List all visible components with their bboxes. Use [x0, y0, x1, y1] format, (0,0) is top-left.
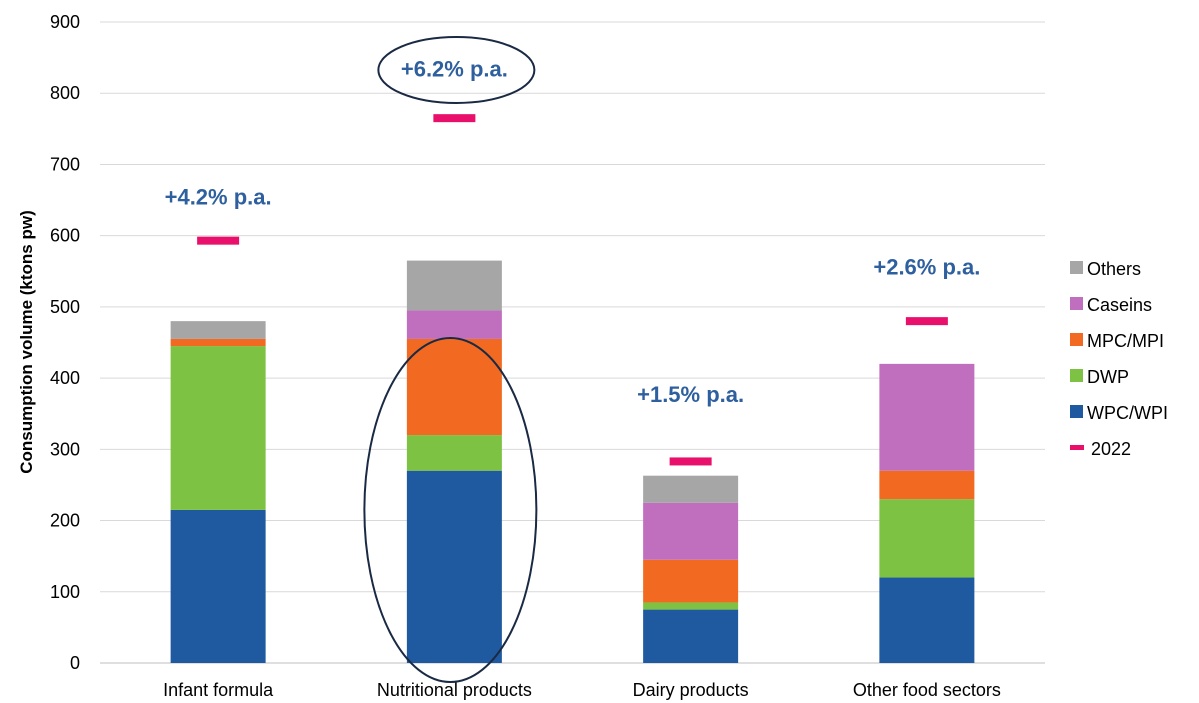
highlight-ellipse-growth	[377, 36, 536, 104]
legend-label-dwp: DWP	[1087, 367, 1129, 387]
bar-wpc-wpi-other-food-sectors	[879, 577, 975, 663]
legend-label-2022: 2022	[1091, 439, 1131, 459]
legend-swatch-mpc-mpi	[1070, 333, 1083, 346]
y-tick-label: 100	[50, 582, 80, 602]
growth-label-dairy-products: +1.5% p.a.	[637, 382, 744, 407]
bar-dwp-infant-formula	[170, 346, 266, 510]
y-tick-label: 700	[50, 154, 80, 174]
legend-label-caseins: Caseins	[1087, 295, 1152, 315]
y-tick-label: 900	[50, 12, 80, 32]
legend: Others Caseins MPC/MPI DWP WPC/WPI 2022	[1070, 259, 1168, 459]
x-category-label: Dairy products	[633, 680, 749, 700]
bar-others-dairy-products	[643, 475, 739, 503]
bar-mpc-mpi-dairy-products	[643, 559, 739, 603]
legend-swatch-wpc-wpi	[1070, 405, 1083, 418]
marker-2022-nutritional-products	[433, 114, 476, 123]
annotations	[363, 36, 538, 683]
bar-others-nutritional-products	[406, 260, 502, 311]
y-tick-label: 800	[50, 83, 80, 103]
bars	[170, 260, 975, 663]
legend-swatch-dwp	[1070, 369, 1083, 382]
growth-label-nutritional-products: +6.2% p.a.	[401, 56, 508, 81]
marker-2022-infant-formula	[197, 236, 240, 245]
growth-label-infant-formula: +4.2% p.a.	[165, 184, 272, 209]
y-tick-label: 500	[50, 297, 80, 317]
bar-wpc-wpi-nutritional-products	[406, 470, 502, 663]
bar-dwp-other-food-sectors	[879, 499, 975, 578]
marker-2022-dairy-products	[669, 457, 712, 466]
y-tick-label: 300	[50, 439, 80, 459]
legend-label-mpc-mpi: MPC/MPI	[1087, 331, 1164, 351]
legend-swatch-2022	[1070, 445, 1084, 450]
highlight-ellipse-bar	[363, 337, 538, 683]
bar-wpc-wpi-infant-formula	[170, 509, 266, 663]
bar-dwp-dairy-products	[643, 602, 739, 610]
bar-others-infant-formula	[170, 321, 266, 339]
bar-mpc-mpi-infant-formula	[170, 338, 266, 347]
growth-label-other-food-sectors: +2.6% p.a.	[873, 254, 980, 279]
legend-label-wpc-wpi: WPC/WPI	[1087, 403, 1168, 423]
bar-mpc-mpi-other-food-sectors	[879, 470, 975, 500]
y-axis-label: Consumption volume (ktons pw)	[17, 210, 36, 474]
bar-caseins-other-food-sectors	[879, 363, 975, 471]
markers-2022	[197, 114, 948, 466]
legend-swatch-others	[1070, 261, 1083, 274]
bar-dwp-nutritional-products	[406, 435, 502, 471]
x-category-label: Infant formula	[163, 680, 274, 700]
y-tick-label: 400	[50, 368, 80, 388]
x-category-label: Other food sectors	[853, 680, 1001, 700]
category-labels: Infant formula Nutritional products Dairy …	[163, 680, 1001, 700]
y-axis-ticks: 0 100 200 300 400 500 600 700 800 900	[50, 12, 80, 673]
bar-caseins-dairy-products	[643, 502, 739, 560]
y-tick-label: 200	[50, 511, 80, 531]
legend-label-others: Others	[1087, 259, 1141, 279]
legend-swatch-caseins	[1070, 297, 1083, 310]
y-tick-label: 0	[70, 653, 80, 673]
growth-labels: +4.2% p.a. +6.2% p.a. +1.5% p.a. +2.6% p.a.	[165, 56, 981, 406]
x-category-label: Nutritional products	[377, 680, 532, 700]
bar-mpc-mpi-nutritional-products	[406, 338, 502, 436]
bar-wpc-wpi-dairy-products	[643, 609, 739, 663]
y-tick-label: 600	[50, 226, 80, 246]
bar-caseins-nutritional-products	[406, 310, 502, 339]
marker-2022-other-food-sectors	[905, 317, 948, 326]
